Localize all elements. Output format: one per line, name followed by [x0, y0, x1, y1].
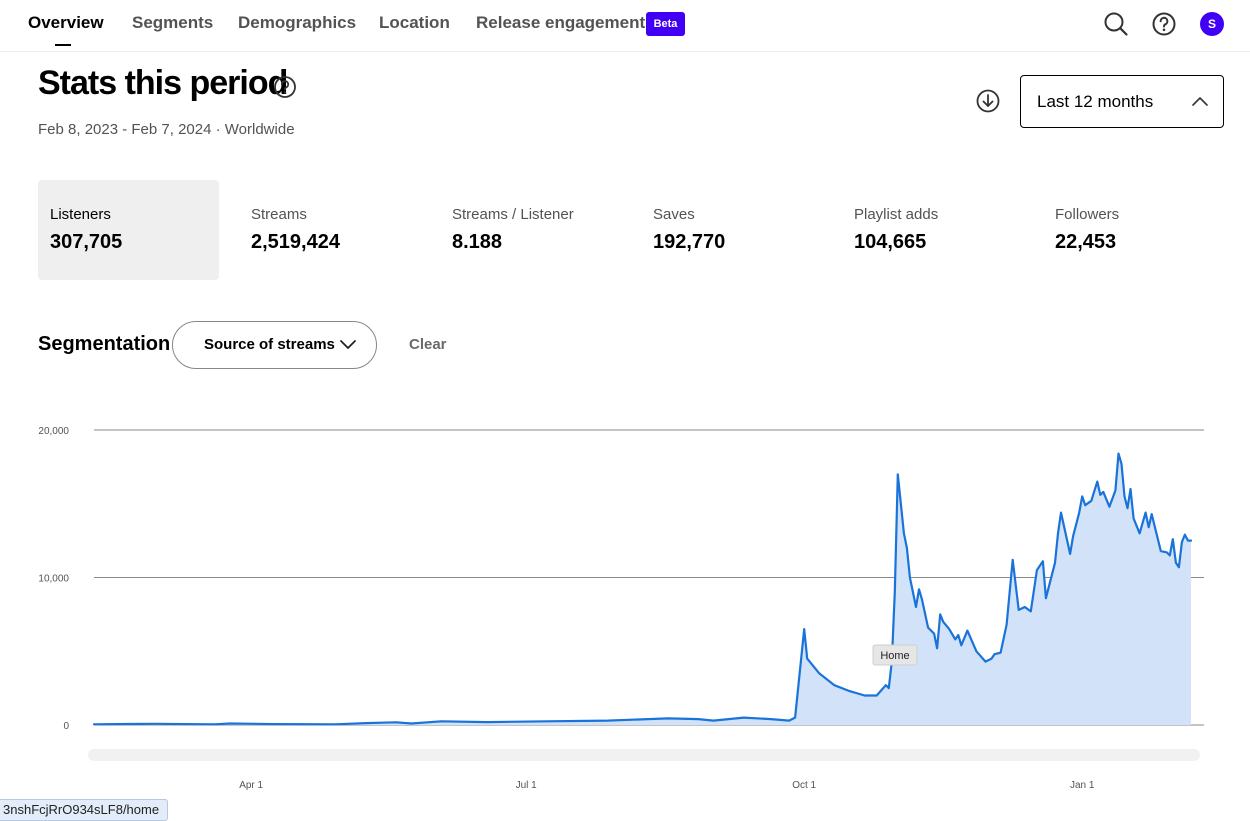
tab-segments[interactable]: Segments	[132, 13, 214, 32]
search-icon[interactable]	[1102, 10, 1130, 38]
segmentation-select-label: Source of streams	[204, 336, 335, 353]
y-tick-label: 10,000	[38, 574, 69, 585]
x-tick-label: Jul 1	[516, 780, 538, 791]
stat-value: 8.188	[452, 231, 503, 253]
stat-label: Playlist adds	[854, 206, 939, 223]
streams-area-chart: 0 10,000 20,000 Apr 1 Jul 1 Oct 1 Jan 1 Home	[38, 426, 1204, 791]
x-tick-label: Apr 1	[239, 780, 263, 791]
stat-value: 22,453	[1055, 231, 1117, 253]
tab-demographics[interactable]: Demographics	[238, 13, 357, 32]
stat-label: Followers	[1055, 206, 1120, 223]
series-area	[94, 453, 1191, 725]
stat-value: 307,705	[50, 231, 123, 253]
stat-value: 104,665	[854, 231, 927, 253]
download-icon[interactable]	[975, 88, 1001, 114]
avatar[interactable]: S	[1200, 12, 1224, 36]
tab-release-engagement[interactable]: Release engagement	[476, 13, 646, 32]
period-select[interactable]: Last 12 months	[1020, 75, 1224, 128]
stat-listeners[interactable]: Listeners 307,705	[38, 180, 219, 280]
chart-scroll-track	[88, 749, 1200, 761]
help-icon[interactable]	[272, 74, 298, 100]
active-tab-indicator	[55, 44, 71, 46]
period-select-label: Last 12 months	[1037, 92, 1154, 111]
stat-followers[interactable]: Followers 22,453	[1043, 180, 1224, 280]
stat-saves[interactable]: Saves 192,770	[641, 180, 822, 280]
stat-label: Streams	[251, 206, 307, 223]
chart-tooltip-label: Home	[880, 650, 909, 662]
stat-streams-per-listener[interactable]: Streams / Listener 8.188	[440, 180, 621, 280]
series-line	[92, 452, 1193, 726]
chevron-up-icon	[1192, 97, 1208, 106]
stat-label: Listeners	[50, 206, 111, 223]
status-url: 3nshFcjRrO934sLF8/home	[0, 799, 169, 821]
top-nav: Overview Segments Demographics Location …	[0, 0, 1250, 52]
stat-value: 192,770	[653, 231, 726, 253]
stat-playlist-adds[interactable]: Playlist adds 104,665	[842, 180, 1023, 280]
segmentation-select[interactable]: Source of streams	[172, 321, 377, 369]
page-title: Stats this period	[38, 64, 288, 102]
y-tick-label: 0	[63, 721, 69, 732]
x-tick-label: Jan 1	[1070, 780, 1095, 791]
help-icon[interactable]	[1150, 10, 1178, 38]
stat-label: Saves	[653, 206, 695, 223]
segmentation-title: Segmentation	[38, 333, 171, 355]
stat-streams[interactable]: Streams 2,519,424	[239, 180, 420, 280]
stat-value: 2,519,424	[251, 231, 340, 253]
beta-badge: Beta	[646, 12, 685, 36]
chevron-down-icon	[340, 340, 356, 349]
date-range: Feb 8, 2023 - Feb 7, 2024 · Worldwide	[38, 121, 295, 138]
chart-tooltip	[872, 644, 918, 666]
tab-location[interactable]: Location	[379, 13, 450, 32]
y-tick-label: 20,000	[38, 426, 69, 437]
x-tick-label: Oct 1	[792, 780, 816, 791]
clear-button[interactable]: Clear	[409, 336, 447, 353]
tab-overview[interactable]: Overview	[28, 13, 104, 32]
stat-label: Streams / Listener	[452, 206, 574, 223]
